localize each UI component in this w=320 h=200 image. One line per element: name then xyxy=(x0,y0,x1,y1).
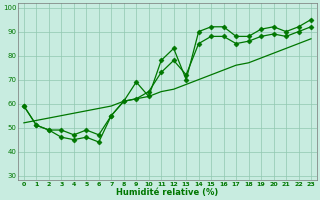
X-axis label: Humidité relative (%): Humidité relative (%) xyxy=(116,188,219,197)
